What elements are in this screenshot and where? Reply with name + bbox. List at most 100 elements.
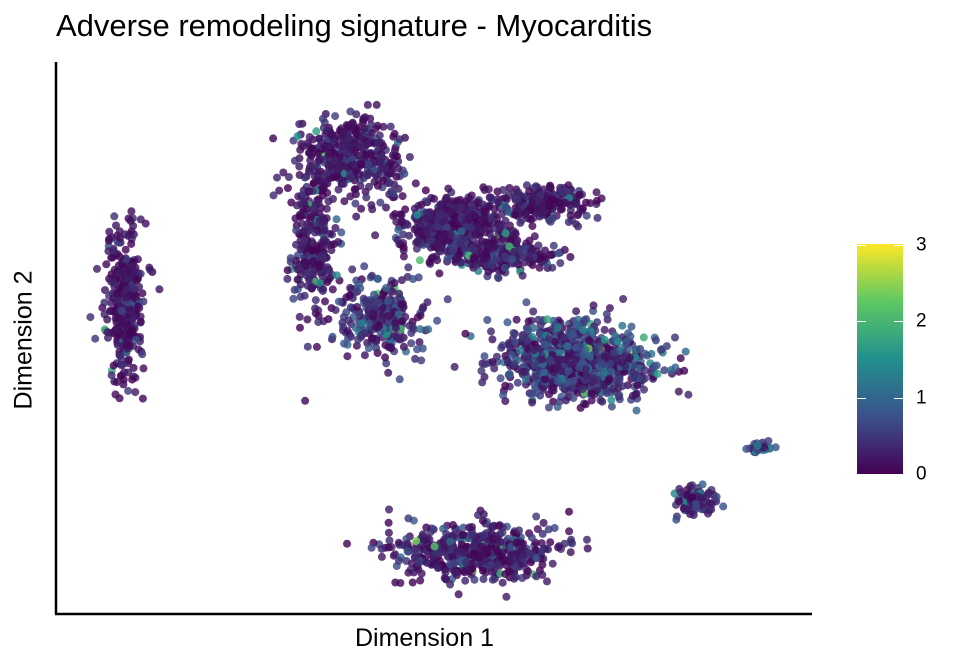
scatter-point [498, 578, 507, 587]
scatter-point [578, 206, 587, 215]
scatter-point [116, 351, 124, 360]
scatter-point [331, 224, 340, 232]
scatter-point [269, 134, 278, 143]
scatter-point [519, 551, 528, 559]
scatter-point [104, 247, 113, 256]
scatter-point [515, 526, 523, 535]
scatter-point [408, 322, 417, 331]
scatter-point [481, 360, 490, 369]
scatter-point [640, 366, 649, 375]
scatter-point [342, 308, 351, 317]
scatter-point [473, 559, 482, 568]
scatter-point [479, 219, 488, 228]
scatter-point [118, 360, 127, 369]
scatter-point [636, 344, 645, 353]
scatter-point [364, 344, 373, 353]
scatter-point [468, 203, 477, 212]
scatter-point [400, 169, 409, 178]
x-axis-label: Dimension 1 [355, 624, 494, 652]
scatter-point [518, 574, 527, 582]
scatter-point [324, 315, 333, 324]
scatter-point [680, 366, 689, 375]
scatter-point [539, 253, 548, 261]
scatter-point [307, 151, 316, 160]
scatter-point [742, 444, 751, 453]
colorbar-tick-mark [894, 398, 903, 399]
scatter-point [490, 236, 499, 244]
scatter-point [378, 311, 387, 320]
scatter-point [404, 514, 413, 523]
scatter-point [444, 184, 453, 193]
scatter-point [413, 313, 422, 322]
scatter-point [468, 531, 477, 540]
scatter-point [500, 252, 509, 261]
scatter-point [331, 306, 340, 315]
scatter-point [535, 263, 544, 272]
scatter-point [407, 339, 416, 348]
scatter-point [501, 229, 510, 238]
scatter-point [114, 322, 123, 331]
scatter-point [132, 335, 140, 344]
scatter-point [115, 252, 124, 261]
scatter-point [453, 196, 462, 205]
scatter-point [572, 307, 581, 316]
scatter-point [672, 515, 681, 524]
scatter-point [117, 307, 125, 315]
scatter-point [531, 388, 540, 397]
scatter-point [479, 510, 488, 519]
scatter-point [539, 518, 548, 527]
scatter-point [352, 130, 361, 138]
scatter-point [136, 317, 145, 326]
scatter-point [499, 186, 507, 194]
scatter-point [131, 388, 140, 397]
scatter-point [436, 200, 445, 209]
scatter-point [511, 338, 520, 347]
scatter-point [529, 307, 538, 316]
scatter-point [295, 312, 304, 321]
scatter-point [479, 255, 488, 264]
colorbar-tick-mark [857, 398, 866, 399]
scatter-point [422, 208, 431, 217]
scatter-point [308, 239, 317, 248]
colorbar-tick-mark [857, 245, 866, 246]
scatter-point [544, 403, 553, 412]
scatter-point [123, 293, 132, 302]
scatter-point [319, 253, 328, 262]
scatter-point [600, 325, 609, 334]
scatter-point [382, 284, 390, 292]
scatter-point [484, 267, 493, 276]
scatter-point [488, 568, 497, 576]
scatter-point [122, 255, 131, 264]
colorbar-tick-label-3: 3 [916, 234, 927, 256]
scatter-point [116, 328, 125, 337]
scatter-point [284, 173, 293, 181]
scatter-point [283, 184, 292, 193]
scatter-point [524, 317, 533, 326]
scatter-point [312, 342, 321, 351]
scatter-point [525, 187, 534, 196]
scatter-point [461, 576, 470, 585]
scatter-point [345, 121, 354, 130]
scatter-point [113, 340, 122, 349]
scatter-point [295, 162, 304, 171]
scatter-point [487, 215, 496, 224]
scatter-point [320, 226, 329, 235]
scatter-point [592, 188, 601, 197]
scatter-point [300, 236, 309, 245]
scatter-point [360, 351, 369, 360]
scatter-point [459, 531, 468, 539]
scatter-point [435, 269, 444, 278]
scatter-point [377, 552, 386, 561]
scatter-point [351, 323, 360, 332]
scatter-point [609, 384, 618, 393]
scatter-point [607, 367, 616, 376]
scatter-point [598, 397, 607, 406]
scatter-point [279, 168, 288, 177]
scatter-point [124, 368, 133, 377]
scatter-point [413, 210, 422, 219]
scatter-point [128, 315, 137, 324]
scatter-point [357, 160, 366, 169]
scatter-point [394, 310, 403, 319]
scatter-point [293, 201, 301, 210]
scatter-point [293, 275, 302, 284]
